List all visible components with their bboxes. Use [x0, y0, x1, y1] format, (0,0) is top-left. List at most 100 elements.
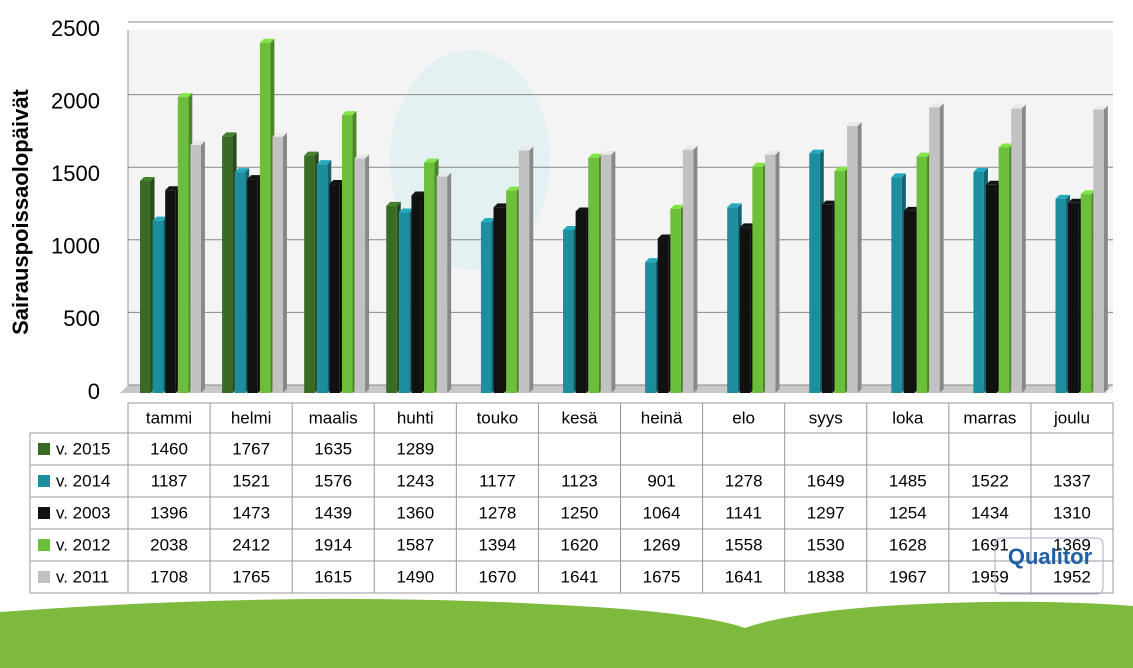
table-value: 1250 — [561, 503, 599, 522]
table-value: 1959 — [971, 567, 1009, 586]
bar-front — [247, 179, 258, 393]
x-tick-label: syys — [809, 408, 843, 427]
table-value: 901 — [647, 471, 675, 490]
bar — [727, 203, 742, 393]
bar-front — [973, 172, 984, 393]
x-tick-label: tammi — [146, 408, 192, 427]
x-tick-label: marras — [963, 408, 1016, 427]
bar — [1080, 190, 1096, 393]
bar-top — [316, 160, 332, 165]
bar-top — [821, 200, 837, 205]
table-value: 1765 — [232, 567, 270, 586]
bar-front — [891, 177, 902, 393]
table-value: 1278 — [478, 503, 516, 522]
table-value: 1289 — [396, 439, 434, 458]
y-tick-label: 500 — [63, 306, 100, 331]
table-value: 2038 — [150, 535, 188, 554]
bar — [973, 168, 988, 393]
table-value: 1521 — [232, 471, 270, 490]
bar-top — [739, 223, 755, 228]
bar-top — [1080, 190, 1096, 195]
bar-top — [1068, 198, 1083, 203]
bar-top — [234, 168, 250, 173]
table-value: 1708 — [150, 567, 188, 586]
bar-top — [903, 206, 919, 211]
bar — [424, 158, 439, 393]
bar-front — [304, 155, 315, 393]
table-row — [29, 560, 1114, 594]
bar-top — [354, 154, 370, 159]
bar-top — [657, 234, 673, 239]
bar-top — [645, 258, 660, 263]
table-value: 1394 — [478, 535, 516, 554]
bar-front — [411, 195, 422, 393]
bar — [1093, 105, 1108, 393]
bar — [329, 180, 344, 393]
legend-swatch — [38, 443, 50, 455]
legend-swatch — [38, 571, 50, 583]
bar-top — [1011, 104, 1026, 109]
bar — [165, 186, 180, 393]
legend-swatch — [38, 507, 50, 519]
bar — [398, 208, 414, 393]
bar-top — [847, 122, 862, 127]
bar — [1011, 104, 1026, 394]
bar — [354, 154, 370, 393]
bar-front — [272, 136, 283, 394]
bar — [259, 38, 275, 394]
table-value: 1615 — [314, 567, 352, 586]
bar-side — [857, 122, 862, 393]
y-tick-label: 0 — [88, 379, 100, 404]
bar-top — [480, 218, 496, 223]
bar-front — [386, 205, 397, 393]
table-value: 1635 — [314, 439, 352, 458]
bar — [645, 258, 660, 393]
bar-top — [165, 186, 180, 191]
bar — [588, 153, 603, 393]
legend-swatch — [38, 539, 50, 551]
x-tick-label: kesä — [561, 408, 597, 427]
bar-front — [341, 115, 353, 394]
bar-top — [506, 186, 521, 191]
bar — [272, 132, 287, 394]
bar-top — [563, 225, 578, 230]
bar — [563, 225, 578, 393]
bar-front — [739, 227, 751, 393]
bar-front — [588, 157, 599, 393]
bar-top — [247, 175, 262, 180]
bar — [411, 191, 426, 393]
bar — [304, 151, 319, 393]
bar — [657, 234, 673, 393]
table-value: 1530 — [807, 535, 845, 554]
y-axis-label: Sairauspoissaolopäivät — [8, 88, 33, 334]
bar-top — [752, 162, 767, 167]
bar — [986, 180, 1001, 393]
bar-top — [764, 150, 780, 155]
bar-top — [140, 177, 155, 182]
bar-top — [304, 151, 319, 156]
bar — [436, 172, 452, 393]
x-tick-label: touko — [477, 408, 519, 427]
bar-front — [1068, 202, 1079, 393]
bar-top — [177, 93, 193, 98]
bar-front — [764, 154, 776, 393]
bar-top — [998, 143, 1014, 148]
bar-side — [939, 103, 944, 393]
bar-front — [657, 238, 669, 393]
bar-front — [398, 212, 410, 393]
table-value: 1620 — [561, 535, 599, 554]
table-value: 1310 — [1053, 503, 1091, 522]
table-value: 1641 — [561, 567, 599, 586]
bar-front — [222, 136, 233, 394]
table-row — [29, 432, 1114, 466]
x-tick-label: helmi — [231, 408, 272, 427]
bar-top — [588, 153, 603, 158]
table-value: 2412 — [232, 535, 270, 554]
bar-front — [998, 147, 1010, 393]
y-tick-label: 2000 — [51, 88, 100, 113]
bar-side — [529, 146, 534, 393]
bar-front — [563, 229, 574, 393]
bar-front — [682, 149, 694, 393]
table-value: 1123 — [561, 471, 598, 490]
